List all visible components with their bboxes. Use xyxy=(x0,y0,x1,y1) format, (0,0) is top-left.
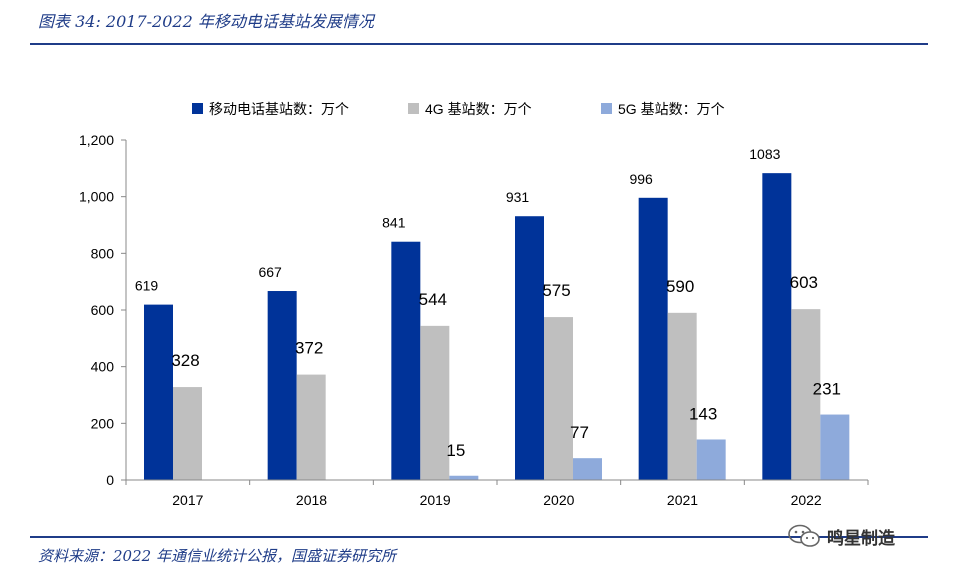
y-tick-label: 1,000 xyxy=(79,189,114,205)
data-label: 231 xyxy=(813,380,841,399)
y-tick-label: 400 xyxy=(91,359,115,375)
bar xyxy=(573,458,602,480)
data-label: 544 xyxy=(419,290,447,309)
bar-series xyxy=(144,173,850,481)
data-label: 15 xyxy=(446,441,465,460)
data-labels: 619 328 667 372 841 544 15 931 575 77 996 590 143 108… xyxy=(135,146,841,460)
bar-chart: 移动电话基站数：万个 4G 基站数：万个 5G 基站数：万个 0 200 400 600 8… xyxy=(79,101,869,508)
legend-swatch xyxy=(408,103,419,114)
wechat-icon xyxy=(788,524,820,547)
bar xyxy=(696,439,726,480)
data-label: 1083 xyxy=(749,146,780,162)
data-label: 328 xyxy=(171,351,199,370)
chart-legend: 移动电话基站数：万个 4G 基站数：万个 5G 基站数：万个 xyxy=(192,101,725,117)
bar xyxy=(173,387,202,480)
bar xyxy=(544,317,573,480)
bar xyxy=(791,309,821,480)
legend-swatch xyxy=(192,103,203,114)
bar xyxy=(638,197,668,481)
data-label: 603 xyxy=(790,273,818,292)
data-label: 372 xyxy=(295,339,323,358)
source-divider xyxy=(30,536,928,538)
bar xyxy=(449,475,479,480)
data-label: 77 xyxy=(570,423,589,442)
data-label: 931 xyxy=(506,189,530,205)
x-axis: 2017 2018 2019 2020 2021 2022 xyxy=(125,479,869,508)
bar xyxy=(667,312,697,480)
bar xyxy=(420,325,450,480)
data-label: 667 xyxy=(258,264,282,280)
y-tick-label: 1,200 xyxy=(79,132,114,148)
bar xyxy=(391,241,421,480)
watermark-text: 鸣星制造 xyxy=(827,528,895,549)
legend-swatch xyxy=(601,103,612,114)
data-label: 575 xyxy=(542,281,570,300)
legend-label: 4G 基站数：万个 xyxy=(425,101,532,117)
x-tick-label: 2018 xyxy=(296,492,327,508)
figure-title: 图表 34: 2017-2022 年移动电话基站发展情况 xyxy=(38,12,374,31)
x-tick-label: 2021 xyxy=(667,492,698,508)
bar xyxy=(296,374,326,480)
y-axis: 0 200 400 600 800 1,000 1,200 xyxy=(79,132,127,488)
bar xyxy=(267,291,297,480)
bar xyxy=(515,216,544,480)
title-divider xyxy=(30,43,928,45)
x-tick-label: 2020 xyxy=(543,492,574,508)
data-label: 143 xyxy=(689,404,717,423)
bar xyxy=(144,304,173,480)
bar xyxy=(762,173,792,480)
source-note: 资料来源：2022 年通信业统计公报，国盛证券研究所 xyxy=(38,547,396,565)
y-tick-label: 200 xyxy=(91,415,115,431)
bar xyxy=(820,414,850,480)
y-tick-label: 800 xyxy=(91,245,115,261)
x-tick-label: 2019 xyxy=(420,492,451,508)
y-tick-label: 0 xyxy=(106,472,114,488)
legend-label: 移动电话基站数：万个 xyxy=(209,101,349,117)
data-label: 841 xyxy=(382,215,406,231)
data-label: 996 xyxy=(629,171,653,187)
x-tick-label: 2022 xyxy=(791,492,822,508)
watermark: 鸣星制造 xyxy=(787,521,895,551)
legend-label: 5G 基站数：万个 xyxy=(618,101,725,117)
data-label: 590 xyxy=(666,277,694,296)
y-tick-label: 600 xyxy=(91,302,115,318)
x-tick-label: 2017 xyxy=(172,492,203,508)
data-label: 619 xyxy=(135,278,159,294)
